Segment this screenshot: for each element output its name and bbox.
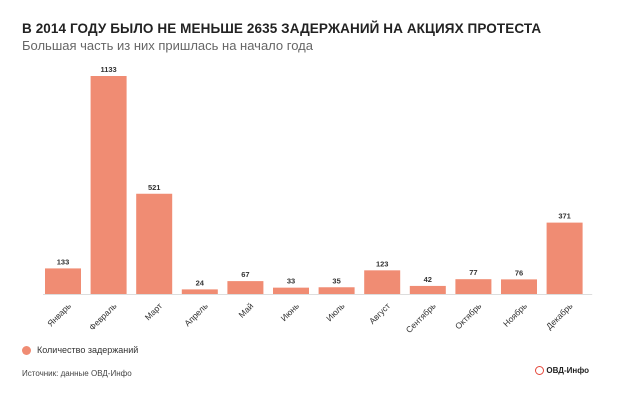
x-tick-label: Сентябрь [404,300,438,334]
bar-10 [455,279,492,294]
data-label: 42 [424,275,432,284]
data-label: 521 [148,183,161,192]
bar-8 [364,270,401,294]
bar-6 [273,287,309,294]
data-label: 1133 [100,65,116,74]
x-tick-label: Ноябрь [501,300,529,328]
data-label: 133 [57,257,70,266]
data-label: 371 [558,212,571,221]
bar-7 [318,287,355,294]
ovd-info-logo: ОВД-Инфо [535,366,589,375]
legend: Количество задержаний [22,345,138,355]
source-note: Источник: данные ОВД-Инфо [22,369,132,378]
x-tick-label: Февраль [87,300,119,332]
data-label: 123 [376,259,389,268]
x-tick-label: Январь [45,300,73,328]
bar-4 [181,289,218,294]
x-tick-label: Октябрь [453,300,484,331]
data-label: 77 [469,268,477,277]
x-tick-label: Июль [324,300,347,323]
chart-title: В 2014 ГОДУ БЫЛО НЕ МЕНЬШЕ 2635 ЗАДЕРЖАН… [22,21,542,36]
legend-swatch [22,345,31,355]
bar-2 [90,76,127,294]
x-tick-label: Апрель [182,300,210,328]
x-tick-label: Июнь [279,300,302,323]
x-tick-label: Май [236,301,255,320]
bar-5 [227,281,264,294]
data-label: 67 [241,270,249,279]
data-label: 24 [196,278,205,287]
bar-1 [45,268,81,294]
x-tick-label: Декабрь [544,300,575,331]
x-tick-label: Март [143,301,165,323]
bar-12 [546,222,583,294]
x-tick-label: Август [367,301,392,326]
logo-circle-icon [535,366,545,375]
logo-text: ОВД-Инфо [546,366,589,375]
chart-subtitle: Большая часть из них пришлась на начало … [22,38,313,53]
bar-9 [409,285,446,294]
bar-3 [136,193,173,294]
legend-label: Количество задержаний [37,345,139,355]
data-label: 33 [287,277,295,286]
data-label: 76 [515,268,523,277]
data-label: 35 [332,276,340,285]
bar-11 [501,279,537,294]
